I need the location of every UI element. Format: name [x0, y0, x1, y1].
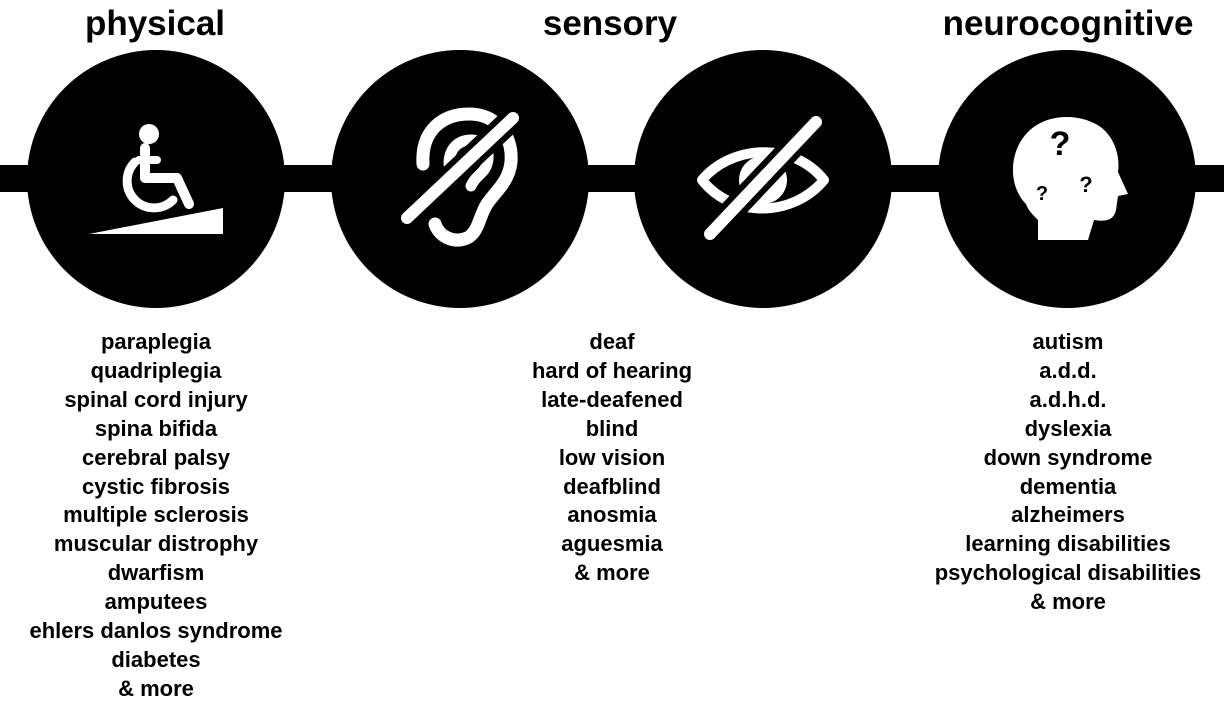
list-item: muscular distrophy	[53, 531, 259, 557]
vision-impaired-eye-icon	[697, 110, 829, 246]
list-item: psychological disabilities	[934, 560, 1202, 586]
list-item: late-deafened	[541, 386, 683, 412]
list-item: dementia	[1019, 473, 1117, 499]
heading-sensory: sensory	[542, 4, 678, 43]
list-item: deaf	[589, 329, 635, 354]
circle-vision	[634, 50, 892, 308]
list-item: alzheimers	[1011, 502, 1125, 528]
list-item: ehlers danlos syndrome	[29, 618, 283, 644]
list-item: spina bifida	[94, 415, 218, 441]
list-item: aguesmia	[561, 531, 663, 557]
svg-text:?: ?	[1050, 125, 1071, 163]
list-item: & more	[118, 675, 194, 701]
list-item: multiple sclerosis	[63, 502, 249, 528]
list-neurocognitive: autism a.d.d. a.d.h.d. dyslexia down syn…	[908, 328, 1224, 617]
list-item: a.d.d.	[1039, 357, 1097, 383]
list-physical: paraplegia quadriplegia spinal cord inju…	[0, 328, 312, 704]
list-item: autism	[1032, 329, 1104, 354]
list-item: blind	[585, 415, 639, 441]
list-item: cystic fibrosis	[82, 473, 230, 499]
list-item: hard of hearing	[531, 357, 693, 383]
list-item: paraplegia	[100, 329, 212, 354]
list-item: diabetes	[111, 646, 201, 672]
list-item: down syndrome	[983, 444, 1153, 470]
list-item: spinal cord injury	[64, 386, 248, 412]
list-item: learning disabilities	[965, 531, 1171, 557]
list-item: dwarfism	[107, 560, 205, 586]
list-item: a.d.h.d.	[1029, 386, 1107, 412]
circle-neurocognitive: ? ? ?	[938, 50, 1196, 308]
list-item: anosmia	[567, 502, 657, 528]
list-item: cerebral palsy	[82, 444, 230, 470]
list-item: dyslexia	[1024, 415, 1112, 441]
hearing-impaired-ear-icon	[395, 106, 525, 247]
list-item: & more	[574, 560, 650, 586]
list-item: low vision	[558, 444, 666, 470]
list-item: deafblind	[563, 473, 661, 499]
circle-physical	[27, 50, 285, 308]
list-item: amputees	[104, 589, 208, 615]
list-item: & more	[1030, 589, 1106, 615]
list-item: quadriplegia	[90, 357, 222, 383]
head-question-marks-icon: ? ? ?	[1012, 117, 1128, 240]
list-sensory: deaf hard of hearing late-deafened blind…	[456, 328, 768, 588]
circle-hearing	[331, 50, 589, 308]
heading-neurocognitive: neurocognitive	[942, 4, 1194, 43]
svg-text:?: ?	[1079, 172, 1092, 197]
svg-text:?: ?	[1036, 183, 1048, 205]
heading-physical: physical	[84, 4, 226, 43]
wheelchair-ramp-icon	[89, 124, 223, 234]
